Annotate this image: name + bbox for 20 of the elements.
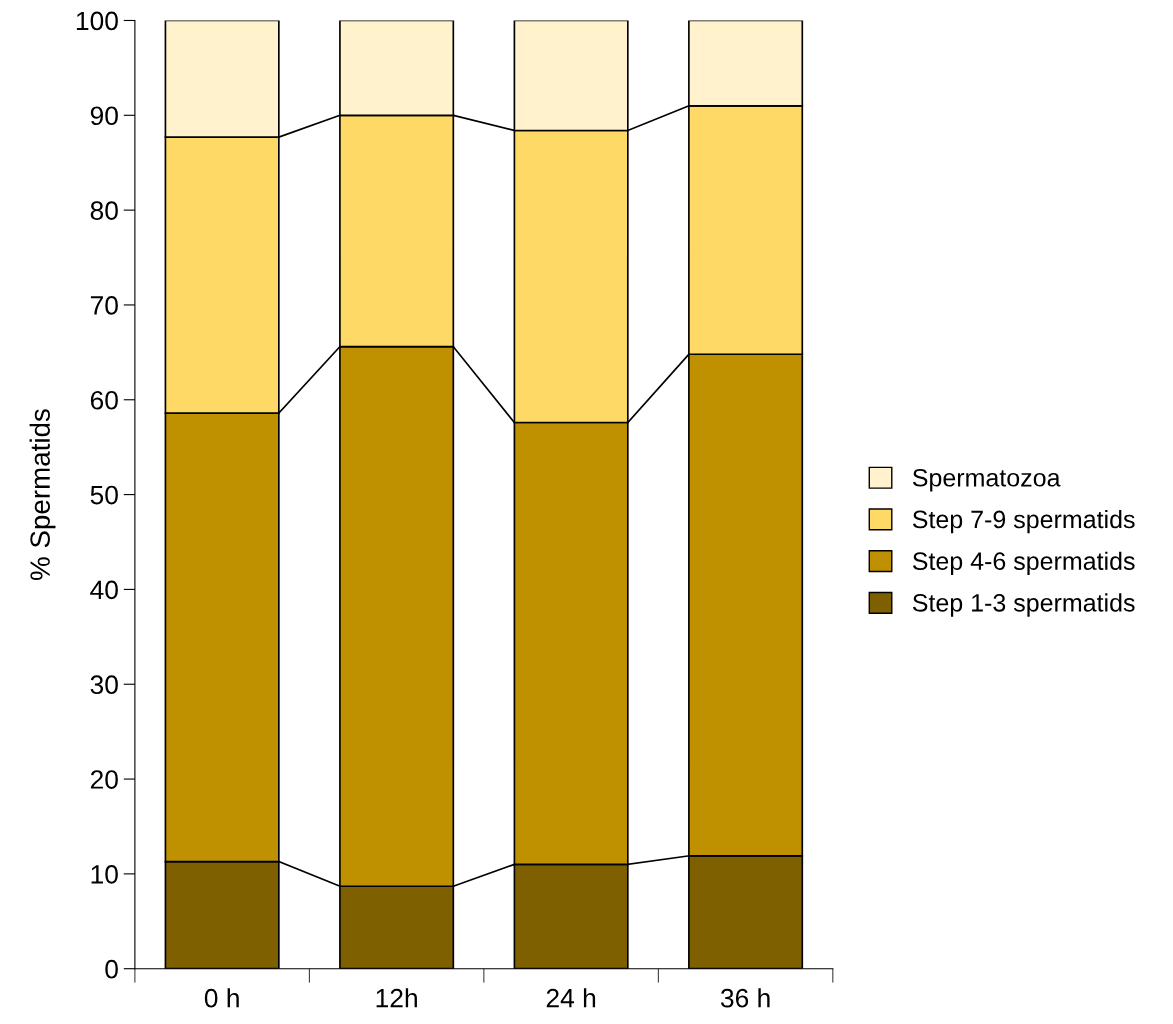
y-tick-label: 70 [90,296,118,315]
legend-label: Spermatozoa [912,468,1061,492]
y-tick-label: 0 [105,959,118,979]
x-tick-label: 0 h [204,988,239,1008]
y-tick-label: 20 [90,770,118,789]
legend-label: Step 1-3 spermatids [912,593,1135,617]
y-tick-label: 90 [90,106,118,126]
y-tick-label: 50 [90,485,118,505]
y-tick-label: 10 [91,865,118,884]
y-axis-title: % Spermatids [29,409,56,581]
y-tick-label: 60 [90,390,118,410]
y-tick-label: 30 [90,675,118,695]
y-tick-label: 100 [76,11,118,31]
y-tick-label: 40 [90,580,118,600]
y-tick-label: 80 [90,201,118,220]
x-tick-label: 12h [376,988,417,1008]
legend-label: Step 7-9 spermatids [912,509,1135,534]
x-tick-label: 36 h [720,988,770,1008]
legend-label: Step 4-6 spermatids [912,551,1135,575]
x-tick-label: 24 h [546,988,596,1008]
